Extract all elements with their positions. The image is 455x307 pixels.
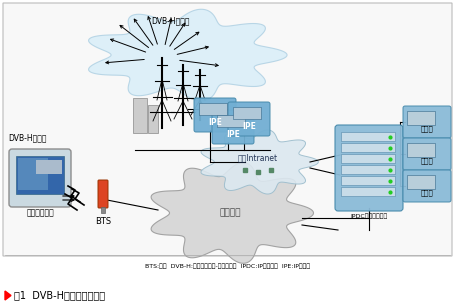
FancyBboxPatch shape [228, 102, 270, 136]
Bar [18, 158, 48, 190]
Bar [133, 98, 147, 133]
FancyBboxPatch shape [403, 106, 451, 138]
Text: BTS: BTS [95, 217, 111, 226]
Text: 图1  DVB-H网络结构示意图: 图1 DVB-H网络结构示意图 [14, 290, 105, 300]
Bar [148, 105, 158, 133]
Bar [101, 207, 105, 213]
Bar [341, 132, 395, 141]
Text: IPE: IPE [242, 122, 256, 130]
Polygon shape [5, 291, 11, 300]
Text: 编码器: 编码器 [420, 190, 433, 196]
FancyBboxPatch shape [335, 125, 403, 211]
Bar [341, 165, 395, 174]
Bar [341, 176, 395, 185]
Text: BTS:基站  DVB-H:数字视频广播-手持式接收  IPDC:IP数据广播  IPE:IP封装器: BTS:基站 DVB-H:数字视频广播-手持式接收 IPDC:IP数据广播 IP… [146, 263, 311, 269]
Bar [341, 154, 395, 163]
Bar [217, 115, 245, 127]
Bar [16, 156, 64, 194]
FancyBboxPatch shape [403, 138, 451, 170]
Bar [407, 175, 435, 189]
FancyBboxPatch shape [9, 149, 71, 207]
Bar [199, 103, 227, 115]
FancyBboxPatch shape [212, 110, 254, 144]
FancyBboxPatch shape [403, 170, 451, 202]
Text: 编码器: 编码器 [420, 126, 433, 132]
Bar [36, 160, 62, 174]
Polygon shape [89, 9, 287, 101]
Text: 组播Intranet: 组播Intranet [238, 154, 278, 162]
FancyBboxPatch shape [3, 3, 452, 256]
Bar [407, 111, 435, 125]
Bar [407, 143, 435, 157]
Polygon shape [151, 163, 313, 263]
Text: 编码器: 编码器 [420, 158, 433, 164]
FancyBboxPatch shape [194, 98, 236, 132]
Text: 手机电视终端: 手机电视终端 [26, 208, 54, 217]
Polygon shape [201, 130, 318, 194]
Text: 移动网络: 移动网络 [219, 208, 241, 217]
Bar [341, 187, 395, 196]
FancyBboxPatch shape [98, 180, 108, 208]
Text: DVB-H发射器: DVB-H发射器 [151, 16, 189, 25]
Text: IPE: IPE [208, 118, 222, 126]
Text: IPDC核心应用系统: IPDC核心应用系统 [350, 213, 388, 219]
Text: IPE: IPE [226, 130, 240, 138]
Bar [341, 143, 395, 152]
Bar [233, 107, 261, 119]
Text: DVB-H调制器: DVB-H调制器 [8, 134, 46, 142]
